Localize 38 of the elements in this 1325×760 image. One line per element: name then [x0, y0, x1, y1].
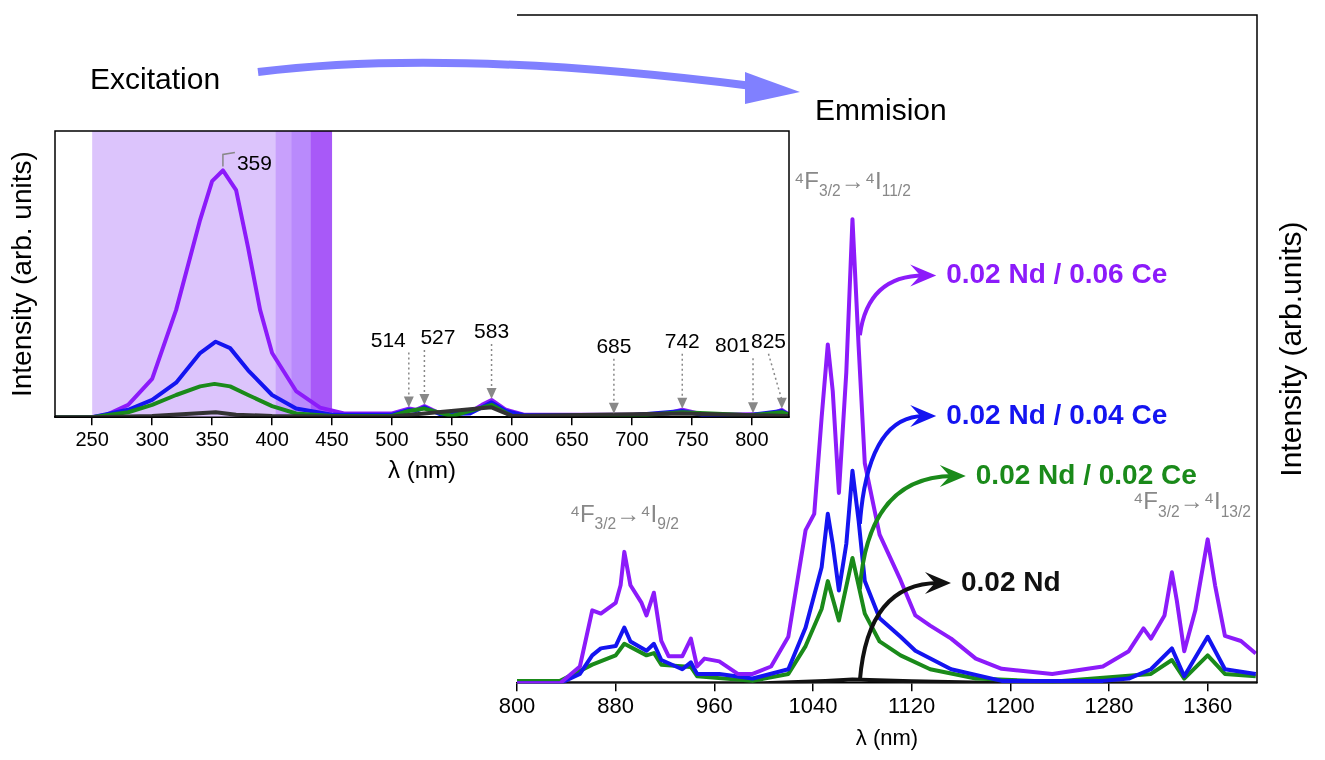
x-tick-label: 800 [498, 693, 536, 719]
x-tick-label: 550 [435, 427, 469, 450]
chart-title: Excitation [90, 62, 221, 96]
x-tick-label: 700 [615, 427, 649, 450]
annotation: 527 [420, 325, 456, 349]
x-tick-label: 1360 [1183, 693, 1233, 719]
legend-label: 0.02 Nd / 0.04 Ce [946, 398, 1168, 430]
annotation: 514 [370, 327, 407, 351]
x-tick-label: 600 [495, 427, 529, 450]
legend-label: 0.02 Nd / 0.02 Ce [975, 458, 1197, 490]
x-tick-label: 1040 [788, 693, 838, 719]
x-tick-label: 1280 [1084, 693, 1134, 719]
x-tick-label: 880 [597, 693, 635, 719]
x-tick-label: 300 [135, 427, 169, 450]
x-tick-label: 1200 [985, 693, 1035, 719]
chart-title: Emmision [815, 93, 947, 127]
x-tick-label: 1120 [888, 693, 936, 719]
x-tick-label: 750 [675, 427, 709, 450]
y-axis-title: Intensity (arb. units) [5, 151, 37, 398]
annotation: 685 [596, 333, 632, 357]
x-axis-title: λ (nm) [855, 724, 919, 750]
x-tick-label: 960 [695, 693, 733, 719]
annotation: 359 [236, 151, 272, 175]
annotation: 801 [714, 333, 751, 357]
x-axis-title: λ (nm) [388, 456, 456, 484]
legend-label: 0.02 Nd / 0.06 Ce [946, 258, 1168, 290]
legend-label: 0.02 Nd [961, 565, 1061, 597]
annotation: 742 [664, 328, 700, 352]
x-tick-label: 400 [255, 427, 289, 450]
x-tick-label: 350 [195, 427, 229, 450]
x-tick-label: 500 [375, 427, 409, 450]
x-tick-label: 450 [315, 427, 349, 450]
x-tick-label: 650 [555, 427, 589, 450]
y-axis-title: Intensity (arb.units) [1274, 221, 1308, 477]
x-tick-label: 250 [75, 427, 109, 450]
annotation: 825 [750, 328, 786, 352]
annotation: 583 [474, 318, 510, 342]
x-tick-label: 800 [735, 427, 769, 450]
